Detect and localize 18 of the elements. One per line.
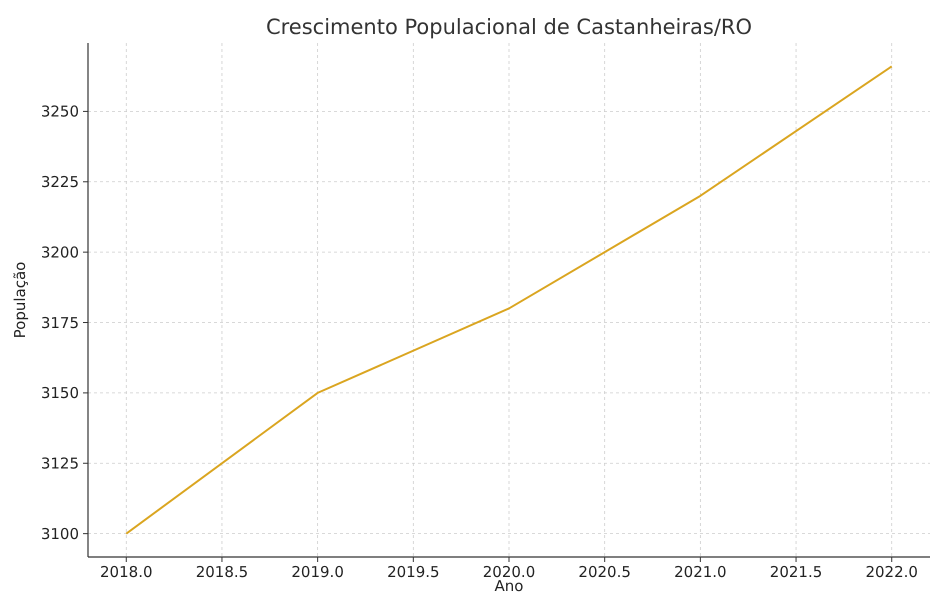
y-tick-label: 3125 <box>40 454 79 473</box>
x-tick-label: 2018.5 <box>196 563 248 581</box>
x-tick-label: 2018.0 <box>100 563 153 581</box>
x-tick-label: 2019.0 <box>291 563 344 581</box>
x-tick-label: 2021.0 <box>674 563 727 581</box>
line-series <box>125 65 893 535</box>
y-tick-label: 3150 <box>40 384 79 402</box>
y-tick-label: 3175 <box>40 314 79 332</box>
x-tick-label: 2022.0 <box>865 563 918 581</box>
chart-title: Crescimento Populacional de Castanheiras/RO <box>266 15 752 39</box>
x-tick-label: 2019.5 <box>387 563 440 581</box>
y-axis-title: População <box>11 262 29 338</box>
y-tick-label: 3100 <box>40 524 79 543</box>
y-tick-label: 3250 <box>40 102 79 121</box>
x-tick-label: 2020.5 <box>578 563 631 581</box>
x-tick-label: 2021.5 <box>770 563 822 581</box>
y-tick-label: 3200 <box>40 243 79 262</box>
y-tick-label: 3225 <box>40 173 79 192</box>
